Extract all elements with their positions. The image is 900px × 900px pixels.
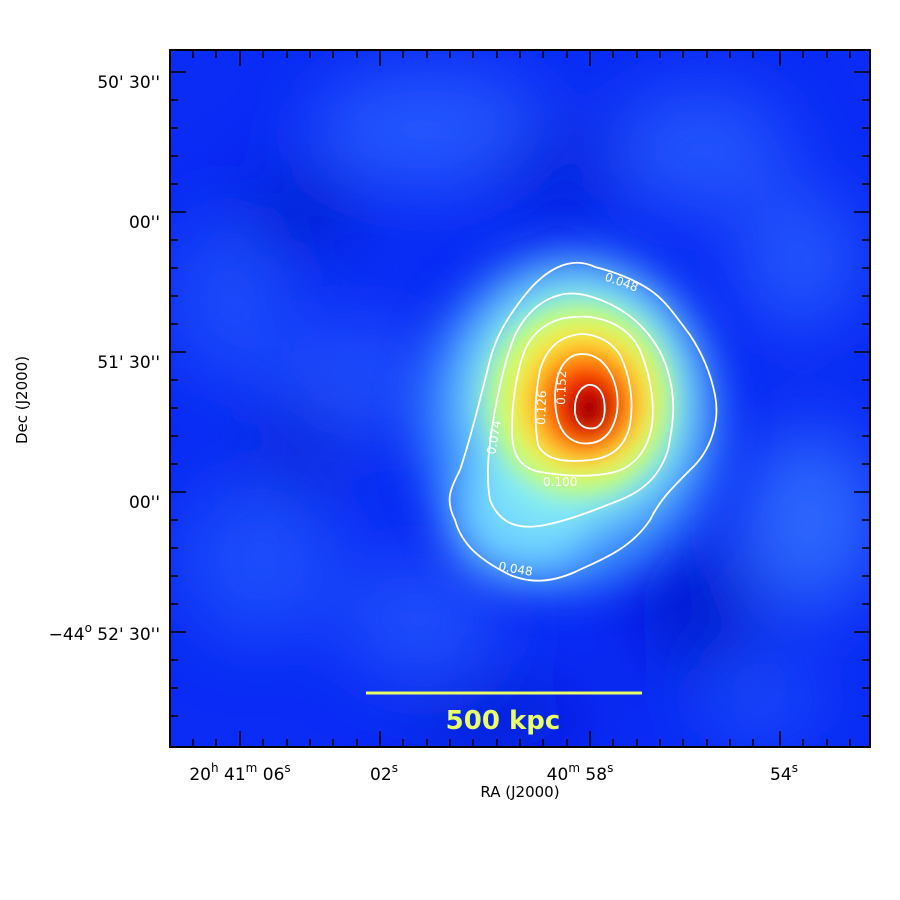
contour-0100 [511,315,654,477]
x-tick-label-3: 40m 58s [547,761,614,785]
scale-bar-label: 500 kpc [446,706,561,736]
contour-label-0048-bottom: 0.048 [497,559,533,579]
contour-label-0126: 0.126 [534,390,549,425]
x-tick-label-2: 02s [370,761,398,785]
y-tick-label-3: 51' 30'' [97,353,160,373]
contour-label-0100: 0.100 [543,475,577,489]
y-tick-label-5: −44o 52' 30'' [49,621,160,645]
scale-bar: 500 kpc [366,691,642,736]
y-tick-label-4: 00'' [129,493,160,513]
x-tick-label-4: 54s [770,761,798,785]
contour-0074 [487,292,675,528]
contour-label-0152: 0.152 [554,370,569,405]
y-axis-tick-labels: 50' 30'' 00'' 51' 30'' 00'' −44o 52' 30'… [49,73,160,645]
x-axis-tick-labels: 20h 41m 06s 02s 40m 58s 54s [189,761,798,785]
contour-peak [573,384,606,430]
y-tick-label-2: 00'' [129,213,160,233]
intensity-map: 0.048 0.048 0.074 0.100 0.126 0.152 500 … [170,50,870,747]
x-axis-title: RA (J2000) [480,783,559,801]
contour-0152 [554,353,619,445]
y-tick-label-1: 50' 30'' [97,73,160,93]
background-noise [170,70,870,747]
tick-marks [170,50,870,747]
y-axis-title: Dec (J2000) [13,356,31,444]
contour-0126 [534,333,633,462]
contours [448,262,718,582]
contour-0048 [448,262,718,582]
x-tick-label-1: 20h 41m 06s [189,761,290,785]
contour-label-0074: 0.074 [484,419,504,455]
